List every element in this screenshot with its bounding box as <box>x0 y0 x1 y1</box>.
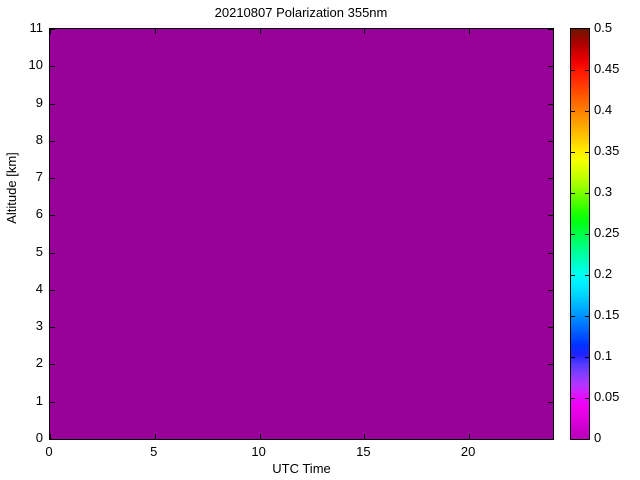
colorbar-tick-label: 0.35 <box>594 143 620 158</box>
colorbar-tick-label: 0.5 <box>594 20 613 35</box>
colorbar-tick-mark <box>571 357 575 358</box>
y-tick-label: 7 <box>35 169 43 185</box>
colorbar-tick-mark-right <box>585 398 589 399</box>
y-tick-mark <box>50 439 55 440</box>
colorbar-tick-mark <box>571 111 575 112</box>
colorbar-tick-label: 0.2 <box>594 266 613 281</box>
y-tick-mark-right <box>548 178 553 180</box>
y-tick-mark <box>50 401 55 403</box>
y-tick-label: 9 <box>35 94 43 110</box>
y-tick-label: 10 <box>28 57 43 73</box>
colorbar-tick-mark <box>571 193 575 194</box>
colorbar-tick-mark <box>571 234 575 235</box>
y-tick-mark <box>50 215 55 217</box>
x-tick-mark <box>154 434 156 439</box>
plot-axes[interactable] <box>49 28 554 440</box>
colorbar-tick-label: 0.45 <box>594 61 620 76</box>
colorbar-tick-mark <box>571 275 575 276</box>
colorbar-tick-mark-right <box>585 193 589 194</box>
x-tick-mark-top <box>364 29 366 34</box>
colorbar-tick-label: 0.4 <box>594 102 613 117</box>
y-tick-mark <box>50 289 55 291</box>
x-axis-label: UTC Time <box>272 461 331 476</box>
y-tick-mark-right <box>548 364 553 366</box>
y-tick-label: 3 <box>35 318 43 334</box>
y-tick-label: 6 <box>35 206 43 222</box>
colorbar-tick-label: 0.1 <box>594 348 613 363</box>
y-tick-mark-right <box>548 252 553 254</box>
y-tick-mark <box>50 140 55 142</box>
y-tick-mark <box>50 103 55 105</box>
colorbar[interactable] <box>570 28 590 440</box>
colorbar-tick-mark-right <box>585 111 589 112</box>
y-axis-label: Altitude [km] <box>4 152 19 224</box>
y-tick-label: 4 <box>35 280 43 296</box>
y-tick-label: 8 <box>35 131 43 147</box>
colorbar-tick-label: 0.05 <box>594 389 620 404</box>
x-tick-mark-top <box>154 29 156 34</box>
x-tick-label: 20 <box>460 444 476 459</box>
y-tick-mark-right <box>548 289 553 291</box>
x-tick-mark <box>469 434 471 439</box>
y-tick-label: 5 <box>35 243 43 259</box>
x-tick-mark <box>50 434 51 439</box>
colorbar-tick-mark-right <box>585 275 589 276</box>
chart-title: 20210807 Polarization 355nm <box>214 5 388 20</box>
x-tick-mark <box>364 434 366 439</box>
y-tick-mark <box>50 252 55 254</box>
colorbar-tick-mark-right <box>585 234 589 235</box>
y-tick-label: 2 <box>35 355 43 371</box>
y-tick-mark-right <box>548 29 553 30</box>
colorbar-tick-mark-right <box>585 152 589 153</box>
colorbar-tick-label: 0 <box>594 430 602 445</box>
colorbar-tick-mark-right <box>585 357 589 358</box>
x-tick-label: 5 <box>150 444 158 459</box>
x-tick-label: 0 <box>45 444 53 459</box>
heatmap-surface <box>50 29 553 439</box>
y-tick-mark <box>50 178 55 180</box>
y-tick-mark-right <box>548 103 553 105</box>
x-tick-mark-top <box>259 29 261 34</box>
x-tick-label: 10 <box>251 444 266 459</box>
y-tick-mark <box>50 66 55 68</box>
colorbar-tick-label: 0.25 <box>594 225 620 240</box>
colorbar-tick-mark-right <box>585 70 589 71</box>
y-tick-mark <box>50 364 55 366</box>
y-tick-mark <box>50 327 55 329</box>
y-tick-mark-right <box>548 439 553 440</box>
x-tick-mark <box>259 434 261 439</box>
y-tick-mark-right <box>548 327 553 329</box>
x-tick-label: 15 <box>356 444 371 459</box>
y-tick-label: 11 <box>29 20 44 35</box>
y-tick-label: 0 <box>35 430 43 445</box>
colorbar-tick-mark-right <box>585 316 589 317</box>
colorbar-tick-label: 0.3 <box>594 184 613 199</box>
y-tick-label: 1 <box>35 392 43 408</box>
x-tick-mark-top <box>50 29 51 34</box>
y-tick-mark-right <box>548 215 553 217</box>
y-tick-mark <box>50 29 55 30</box>
y-tick-mark-right <box>548 66 553 68</box>
colorbar-tick-mark <box>571 398 575 399</box>
colorbar-gradient <box>571 29 589 439</box>
y-tick-mark-right <box>548 401 553 403</box>
colorbar-tick-mark <box>571 152 575 153</box>
y-tick-mark-right <box>548 140 553 142</box>
x-tick-mark-top <box>469 29 471 34</box>
colorbar-tick-mark <box>571 70 575 71</box>
colorbar-tick-label: 0.15 <box>594 307 620 322</box>
colorbar-tick-mark <box>571 316 575 317</box>
